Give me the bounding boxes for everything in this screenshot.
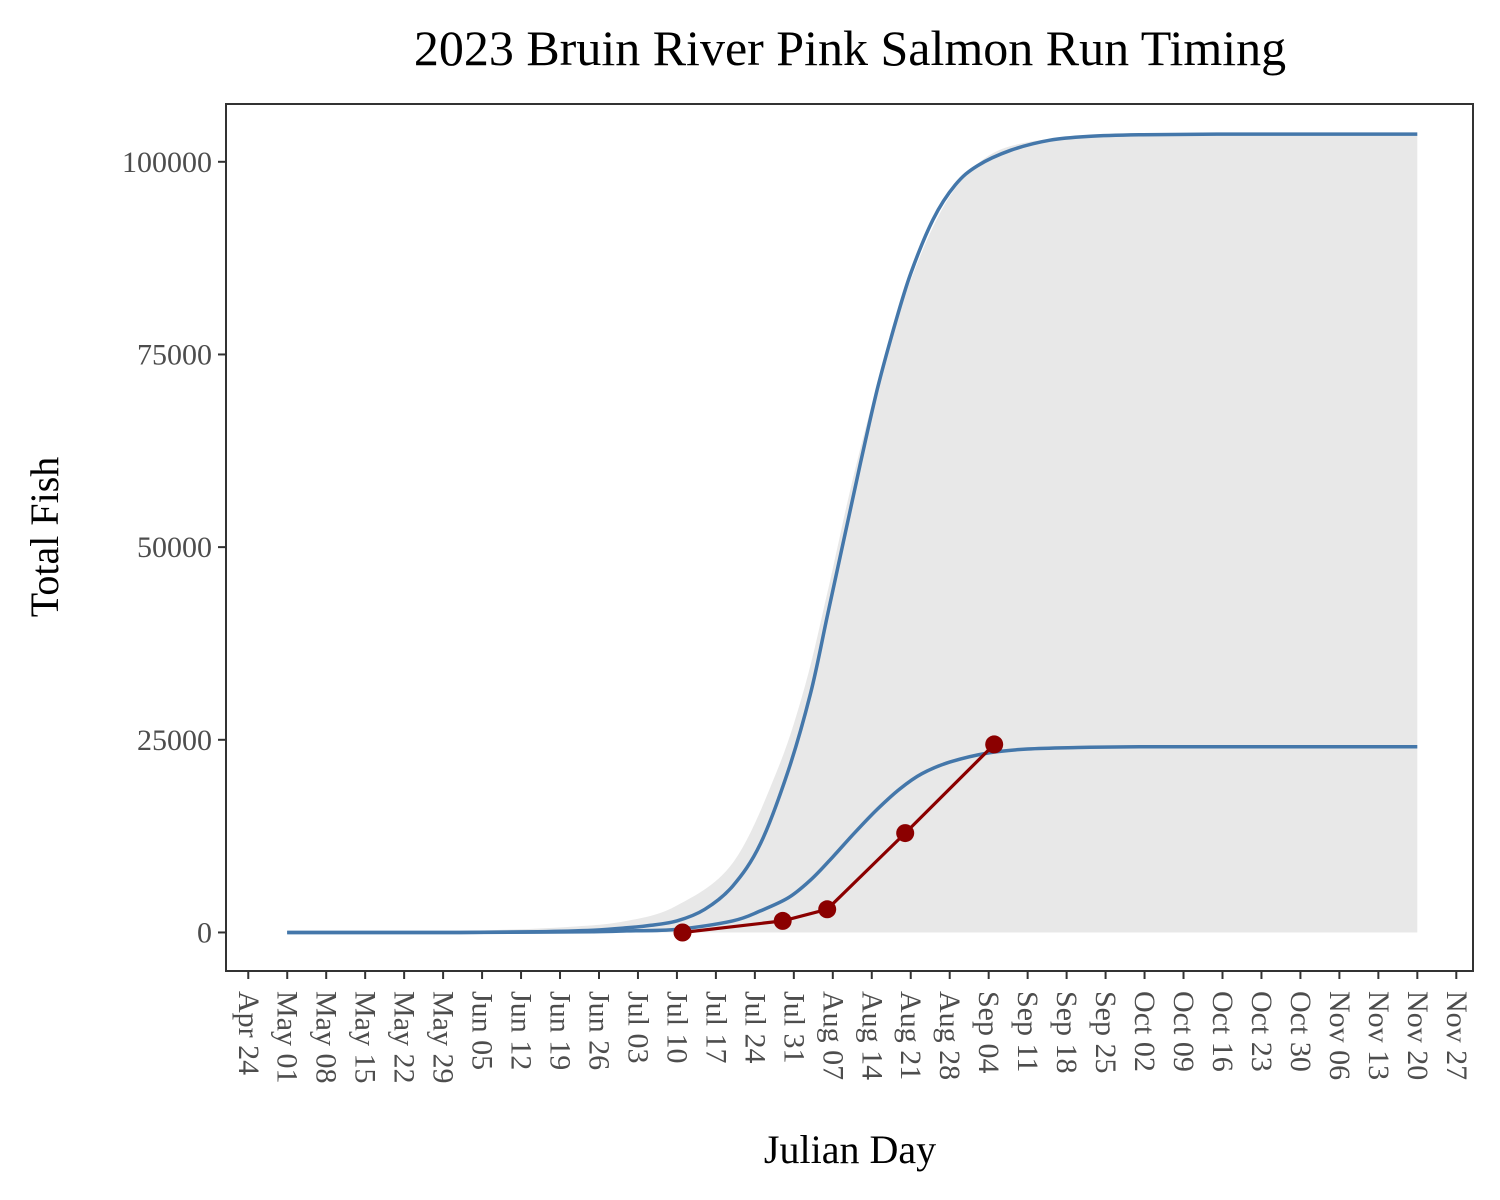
x-tick-label: Nov 06 [1323, 991, 1356, 1080]
x-tick-label: Oct 23 [1245, 991, 1278, 1072]
x-tick-label: Sep 04 [972, 991, 1005, 1074]
x-tick-label: Aug 14 [855, 991, 888, 1080]
observed-point-4 [985, 735, 1004, 754]
x-tick-label: Jul 17 [699, 991, 732, 1064]
x-tick-label: Aug 07 [816, 991, 849, 1080]
x-tick-label: Aug 28 [933, 991, 966, 1080]
x-tick-label: Jul 03 [622, 991, 655, 1064]
x-tick-label: Jun 19 [544, 991, 577, 1070]
x-tick-label: May 29 [427, 991, 460, 1084]
projection-ribbon [287, 133, 1418, 933]
x-tick-label: Nov 27 [1440, 991, 1473, 1080]
x-tick-label: May 01 [271, 991, 304, 1084]
x-tick-label: Jul 10 [660, 991, 693, 1064]
x-tick-label: Jun 05 [466, 991, 499, 1070]
observed-point-3 [896, 824, 915, 843]
x-tick-label: May 22 [388, 991, 421, 1084]
y-tick-label: 100000 [122, 146, 212, 179]
observed-point-0 [673, 923, 692, 942]
chart-title: 2023 Bruin River Pink Salmon Run Timing [414, 20, 1286, 76]
x-tick-label: Aug 21 [894, 991, 927, 1080]
x-tick-label: Oct 16 [1206, 991, 1239, 1072]
x-tick-label: Apr 24 [232, 991, 265, 1075]
observed-points [673, 735, 1004, 942]
y-tick-label: 50000 [137, 531, 212, 564]
x-tick-label: Nov 20 [1401, 991, 1434, 1080]
y-tick-label: 0 [197, 916, 212, 949]
x-axis: Apr 24 May 01 May 08 May 15 May 22 May 29 Jun … [232, 971, 1473, 1084]
x-tick-label: Oct 30 [1284, 991, 1317, 1072]
x-tick-label: Jun 12 [505, 991, 538, 1070]
lower-projection-line [287, 744, 1418, 935]
x-axis-title: Julian Day [764, 1127, 936, 1172]
x-tick-label: Oct 02 [1128, 991, 1161, 1072]
x-tick-label: Sep 25 [1089, 991, 1122, 1074]
x-tick-label: Oct 09 [1167, 991, 1200, 1072]
x-tick-label: Nov 13 [1362, 991, 1395, 1080]
x-tick-label: Jul 24 [738, 991, 771, 1064]
y-axis-title: Total Fish [22, 457, 67, 618]
plot-frame [225, 103, 1474, 972]
x-tick-label: Jun 26 [583, 991, 616, 1070]
y-tick-label: 75000 [137, 338, 212, 371]
y-tick-label: 25000 [137, 724, 212, 757]
x-tick-label: Sep 18 [1050, 991, 1083, 1074]
upper-projection-line [287, 132, 1418, 935]
plot-area [287, 132, 1418, 942]
x-tick-label: Jul 31 [777, 991, 810, 1064]
x-tick-label: May 15 [349, 991, 382, 1084]
x-tick-label: Sep 11 [1011, 991, 1044, 1072]
x-tick-label: May 08 [310, 991, 343, 1084]
observed-point-1 [773, 911, 792, 930]
observed-point-2 [818, 900, 837, 919]
y-axis: 0 25000 50000 75000 100000 [122, 146, 226, 949]
